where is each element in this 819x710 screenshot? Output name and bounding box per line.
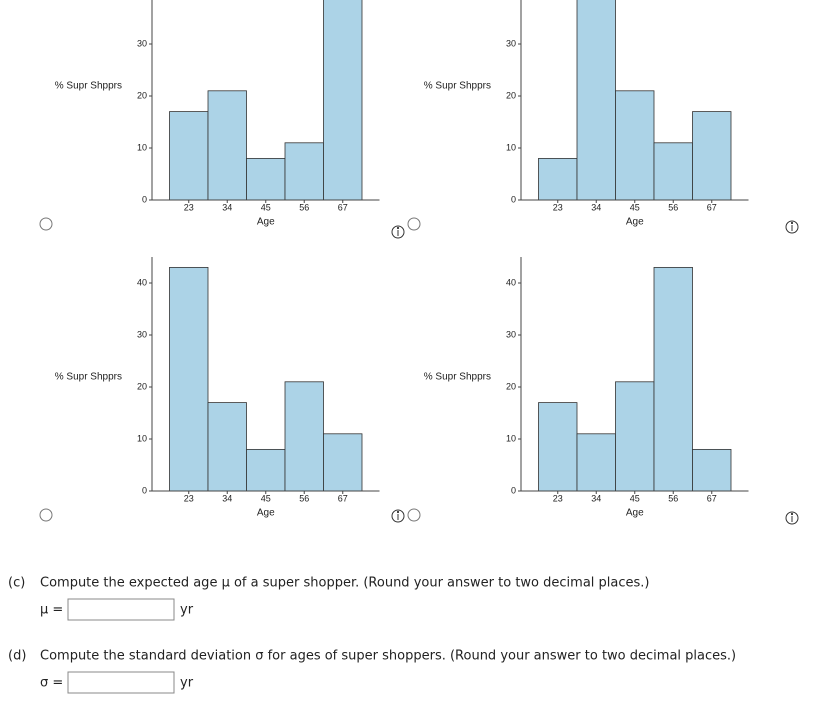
y-tick-label: 30 — [137, 329, 147, 339]
bar — [323, 0, 363, 201]
y-tick-label: 0 — [511, 194, 516, 204]
bar — [576, 433, 616, 492]
radio[interactable] — [39, 508, 53, 522]
x-axis-label: Age — [257, 217, 275, 228]
bar — [653, 142, 693, 201]
bar — [169, 266, 209, 492]
bar — [538, 157, 578, 201]
bar — [538, 402, 578, 492]
y-axis-label: % Supr Shpprs — [55, 372, 122, 383]
bar — [207, 402, 247, 492]
y-tick-label: 10 — [137, 433, 147, 443]
x-tick-label: 56 — [668, 493, 678, 503]
y-tick-label: 20 — [506, 381, 516, 391]
x-tick-label: 34 — [222, 493, 232, 503]
bar — [615, 381, 655, 492]
x-tick-label: 67 — [707, 493, 717, 503]
radio[interactable] — [407, 217, 421, 231]
x-tick-label: 67 — [338, 493, 348, 503]
y-tick-label: 10 — [137, 142, 147, 152]
info-icon[interactable] — [785, 511, 799, 525]
info-icon[interactable] — [391, 225, 405, 239]
bar — [653, 266, 693, 492]
x-tick-label: 56 — [668, 202, 678, 212]
answer-input[interactable] — [67, 671, 175, 694]
y-tick-label: 30 — [137, 38, 147, 48]
y-tick-label: 30 — [506, 38, 516, 48]
x-tick-label: 67 — [707, 202, 717, 212]
x-tick-label: 34 — [591, 493, 601, 503]
bar — [576, 0, 616, 201]
bar — [692, 111, 732, 201]
radio[interactable] — [39, 217, 53, 231]
question-text: Compute the standard deviation σ for age… — [40, 649, 736, 664]
answer-input[interactable] — [67, 598, 175, 621]
answer-unit: yr — [180, 603, 194, 618]
info-icon[interactable] — [391, 509, 405, 523]
y-tick-label: 30 — [506, 329, 516, 339]
answer-symbol: σ = — [40, 676, 63, 691]
x-tick-label: 34 — [222, 202, 232, 212]
bar — [692, 448, 732, 492]
question-label: (c) — [8, 576, 25, 591]
question-label: (d) — [8, 649, 26, 664]
bar — [615, 90, 655, 201]
y-axis-label: % Supr Shpprs — [424, 81, 491, 92]
y-tick-label: 0 — [142, 485, 147, 495]
x-tick-label: 45 — [630, 202, 640, 212]
x-tick-label: 45 — [261, 202, 271, 212]
x-tick-label: 56 — [299, 493, 309, 503]
bar — [284, 381, 324, 492]
radio-buttons — [39, 217, 421, 522]
y-tick-label: 20 — [506, 90, 516, 100]
x-tick-label: 23 — [184, 202, 194, 212]
info-icon[interactable] — [785, 220, 799, 234]
x-tick-label: 45 — [630, 493, 640, 503]
x-tick-label: 34 — [591, 202, 601, 212]
x-tick-label: 23 — [184, 493, 194, 503]
bar — [207, 90, 247, 201]
y-tick-label: 20 — [137, 381, 147, 391]
y-tick-label: 20 — [137, 90, 147, 100]
y-axis-label: % Supr Shpprs — [424, 372, 491, 383]
radio[interactable] — [407, 508, 421, 522]
bar — [323, 433, 363, 492]
y-tick-label: 0 — [142, 194, 147, 204]
y-axis-label: % Supr Shpprs — [55, 81, 122, 92]
x-axis-label: Age — [626, 508, 644, 519]
question-text: Compute the expected age μ of a super sh… — [40, 576, 649, 591]
x-tick-label: 67 — [338, 202, 348, 212]
bar — [246, 448, 286, 492]
x-axis-label: Age — [257, 508, 275, 519]
x-tick-label: 23 — [553, 493, 563, 503]
y-tick-label: 40 — [506, 277, 516, 287]
info-icons — [391, 220, 799, 525]
answer-unit: yr — [180, 676, 194, 691]
y-tick-label: 40 — [137, 277, 147, 287]
x-tick-label: 45 — [261, 493, 271, 503]
bar — [169, 111, 209, 201]
y-tick-label: 0 — [511, 485, 516, 495]
y-tick-label: 10 — [506, 433, 516, 443]
x-tick-label: 23 — [553, 202, 563, 212]
y-tick-label: 10 — [506, 142, 516, 152]
x-tick-label: 56 — [299, 202, 309, 212]
histogram-chart: 0 10 20 30 40 23 34 45 56 67 Age % Supr Shpprs — [55, 257, 380, 519]
bar — [246, 157, 286, 201]
x-axis-label: Age — [626, 217, 644, 228]
histogram-chart: 0 10 20 30 40 23 34 45 56 67 Age % Supr Shpprs — [424, 257, 749, 519]
answer-symbol: μ = — [40, 603, 63, 618]
bar — [284, 142, 324, 201]
